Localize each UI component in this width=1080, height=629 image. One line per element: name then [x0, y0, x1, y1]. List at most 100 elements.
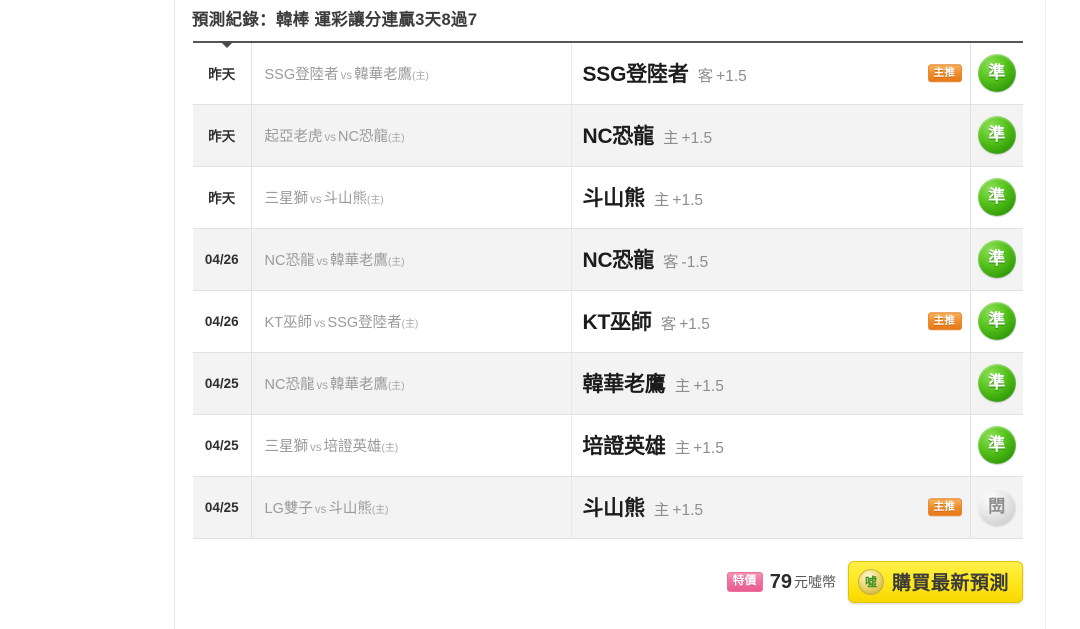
row-date: 04/25 — [193, 352, 252, 415]
matchup-vs-label: vs — [310, 441, 322, 454]
table-row: 昨天 三星獅 vs 斗山熊(主) 斗山熊主 +1.5 準 — [193, 166, 1023, 229]
matchup-vs-label: vs — [340, 69, 353, 82]
pick-handicap-line: +1.5 — [693, 378, 724, 395]
matchup-home-team: NC恐龍 — [338, 128, 388, 145]
buy-latest-prediction-button[interactable]: 噓 購買最新預測 — [847, 561, 1023, 603]
matchup-away-team: NC恐龍 — [264, 252, 315, 269]
pick-side: 客 — [663, 254, 679, 271]
table-row: 昨天 SSG登陸者 vs 韓華老鷹(主) SSG登陸者客 +1.5 主推準 — [193, 42, 1023, 105]
pick-handicap-line: +1.5 — [693, 440, 724, 457]
matchup-away-team: 起亞老虎 — [264, 128, 323, 145]
matchup-home-team: 斗山熊 — [328, 500, 372, 517]
matchup-home-team: 韓華老鷹 — [329, 252, 388, 269]
matchup-home-team: SSG登陸者 — [327, 314, 402, 331]
matchup-home-marker: (主) — [401, 318, 419, 330]
buy-button-label: 購買最新預測 — [891, 573, 1009, 594]
matchup-home-marker: (主) — [387, 380, 405, 392]
pick-handicap-line: -1.5 — [681, 254, 709, 271]
status-badge: 準 — [977, 426, 1016, 464]
matchup-away-team: NC恐龍 — [264, 376, 315, 393]
main-pick-badge: 主推 — [927, 64, 962, 82]
row-date: 04/26 — [193, 290, 252, 353]
matchup-vs-label: vs — [316, 379, 328, 392]
matchup-home-team: 斗山熊 — [323, 190, 368, 207]
matchup-away-team: KT巫師 — [264, 314, 313, 331]
table-row: 04/25 NC恐龍 vs 韓華老鷹(主) 韓華老鷹主 +1.5 準 — [193, 352, 1023, 415]
row-result-cell: 準 — [969, 352, 1023, 415]
matchup-away-team: LG雙子 — [264, 500, 313, 517]
pick-team: NC恐龍 — [582, 249, 655, 272]
status-badge: 準 — [977, 54, 1016, 93]
row-pick: 韓華老鷹主 +1.5 — [571, 352, 970, 415]
pick-team: 斗山熊 — [582, 497, 646, 520]
row-result-cell: 閚 — [969, 476, 1023, 539]
pick-side: 客 — [697, 68, 714, 86]
row-date: 04/26 — [193, 228, 252, 291]
pick-team: KT巫師 — [582, 311, 652, 334]
matchup-home-team: 韓華老鷹 — [329, 376, 388, 393]
prediction-table-body: 昨天 SSG登陸者 vs 韓華老鷹(主) SSG登陸者客 +1.5 主推準昨天 起亞老虎 vs N… — [193, 42, 1023, 539]
matchup-away-team: SSG登陸者 — [264, 66, 339, 83]
pick-side: 客 — [660, 316, 677, 333]
matchup-vs-label: vs — [314, 317, 326, 330]
row-matchup: NC恐龍 vs 韓華老鷹(主) — [251, 228, 572, 291]
row-matchup: NC恐龍 vs 韓華老鷹(主) — [251, 352, 572, 415]
pick-handicap-line: +1.5 — [672, 502, 704, 519]
page-right-rule — [1045, 0, 1046, 629]
row-date: 04/25 — [193, 476, 252, 539]
matchup-away-team: 三星獅 — [264, 190, 309, 207]
coin-icon-glyph: 噓 — [864, 574, 877, 589]
pick-handicap-line: +1.5 — [681, 130, 713, 147]
table-row: 04/25 LG雙子 vs 斗山熊(主) 斗山熊主 +1.5 主推閚 — [193, 476, 1023, 539]
status-badge: 準 — [977, 364, 1016, 402]
pick-team: 培證英雄 — [582, 435, 666, 458]
pick-side: 主 — [653, 192, 670, 209]
row-date: 昨天 — [193, 104, 252, 167]
pick-side: 主 — [674, 440, 691, 457]
matchup-home-marker: (主) — [367, 194, 384, 206]
row-result-cell: 準 — [969, 104, 1023, 167]
matchup-home-marker: (主) — [381, 442, 399, 454]
status-badge: 閚 — [977, 488, 1016, 526]
table-row: 昨天 起亞老虎 vs NC恐龍(主) NC恐龍主 +1.5 準 — [193, 104, 1023, 167]
row-result-cell: 準 — [969, 166, 1023, 229]
matchup-home-team: 培證英雄 — [323, 438, 382, 455]
pick-side: 主 — [663, 130, 679, 147]
row-pick: NC恐龍主 +1.5 — [571, 104, 970, 167]
row-matchup: 三星獅 vs 斗山熊(主) — [251, 166, 572, 229]
row-matchup: 起亞老虎 vs NC恐龍(主) — [251, 104, 572, 167]
status-badge: 準 — [977, 240, 1016, 278]
pick-team: 斗山熊 — [582, 187, 646, 210]
matchup-home-team: 韓華老鷹 — [354, 66, 413, 83]
row-matchup: LG雙子 vs 斗山熊(主) — [251, 476, 572, 539]
row-result-cell: 準 — [969, 228, 1023, 291]
matchup-home-marker: (主) — [387, 132, 405, 144]
row-result-cell: 準 — [969, 42, 1023, 105]
table-row: 04/26 NC恐龍 vs 韓華老鷹(主) NC恐龍客 -1.5 準 — [193, 228, 1023, 291]
pick-side: 主 — [653, 502, 670, 519]
page-title: 預測紀錄：韓棒 運彩讓分連贏3天8過7 — [192, 11, 478, 29]
pick-handicap-line: +1.5 — [716, 68, 747, 86]
pick-team: 韓華老鷹 — [582, 373, 666, 396]
row-result-cell: 準 — [969, 414, 1023, 477]
row-pick: 斗山熊主 +1.5 主推 — [571, 476, 970, 539]
prediction-table: 昨天 SSG登陸者 vs 韓華老鷹(主) SSG登陸者客 +1.5 主推準昨天 起亞老虎 vs N… — [193, 41, 1023, 539]
row-matchup: KT巫師 vs SSG登陸者(主) — [251, 290, 572, 353]
sale-badge: 特價 — [726, 571, 763, 593]
row-pick: 培證英雄主 +1.5 — [571, 414, 970, 477]
purchase-footer: 特價 79 元噓幣 噓 購買最新預測 — [193, 552, 1023, 612]
price-currency-unit: 元噓幣 — [793, 574, 836, 590]
row-result-cell: 準 — [969, 290, 1023, 353]
prediction-record-panel: 預測紀錄：韓棒 運彩讓分連贏3天8過7 昨天 SSG登陸者 vs 韓華老鷹(主) SSG… — [175, 0, 1045, 629]
row-pick: KT巫師客 +1.5 主推 — [571, 290, 970, 353]
price-amount: 79 — [769, 570, 792, 593]
row-date: 昨天 — [193, 166, 252, 229]
coin-icon: 噓 — [857, 568, 884, 595]
pick-handicap-line: +1.5 — [679, 316, 710, 333]
status-badge: 準 — [977, 302, 1016, 340]
main-pick-badge: 主推 — [927, 312, 962, 330]
row-pick: SSG登陸者客 +1.5 主推 — [571, 42, 970, 105]
matchup-home-marker: (主) — [387, 256, 405, 268]
page-left-rule — [174, 0, 175, 629]
